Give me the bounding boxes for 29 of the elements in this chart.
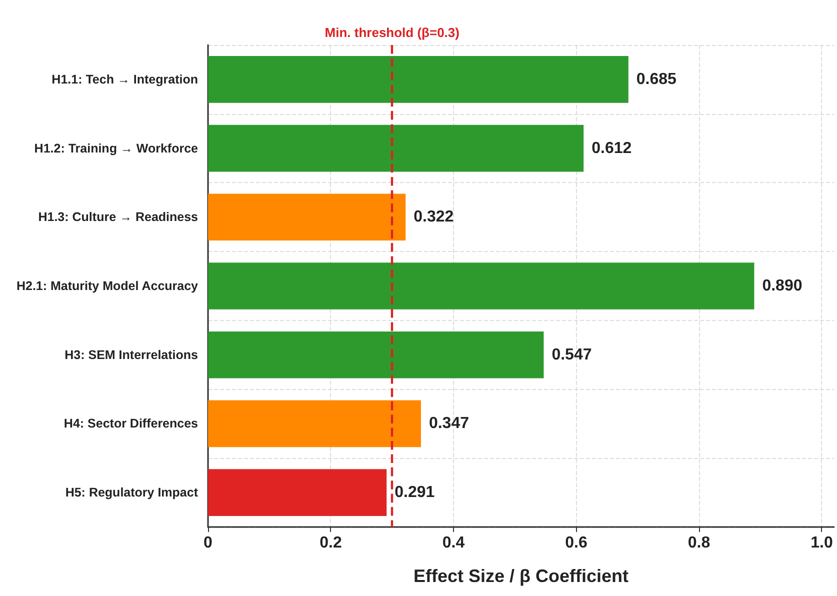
y-tick-label: H1.1: Tech → Integration	[52, 72, 198, 86]
y-tick-label: H5: Regulatory Impact	[65, 486, 199, 500]
y-tick-label: H3: SEM Interrelations	[64, 348, 198, 362]
ref-line-label: Min. threshold (β=0.3)	[324, 25, 460, 40]
bar	[208, 400, 421, 448]
y-tick-label: H4: Sector Differences	[64, 416, 198, 431]
x-tick-label: 0.4	[442, 534, 465, 552]
bar	[208, 124, 584, 172]
x-tick-label: 0.8	[688, 534, 710, 552]
x-axis-title: Effect Size / β Coefficient	[413, 566, 629, 586]
x-tick-label: 0	[204, 534, 213, 552]
data-label: 0.322	[414, 208, 454, 226]
bar	[208, 194, 406, 241]
data-label: 0.347	[428, 415, 470, 432]
bar	[208, 331, 544, 378]
x-tick-label: 1.0	[810, 534, 833, 552]
data-label: 0.890	[762, 278, 802, 294]
data-label: 0.612	[592, 140, 632, 157]
data-label: 0.547	[552, 346, 592, 364]
bar	[208, 56, 628, 103]
y-tick-label: H1.3: Culture → Readiness	[38, 210, 198, 224]
y-tick-label: H1.2: Training → Workforce	[34, 141, 198, 156]
bar	[208, 469, 387, 516]
data-label: 0.685	[636, 70, 677, 88]
data-label: 0.291	[394, 484, 435, 502]
y-tick-label: H2.1: Maturity Model Accuracy	[16, 279, 198, 293]
x-tick-label: 0.6	[565, 534, 588, 552]
bar	[208, 262, 754, 310]
x-tick-label: 0.2	[320, 534, 342, 552]
